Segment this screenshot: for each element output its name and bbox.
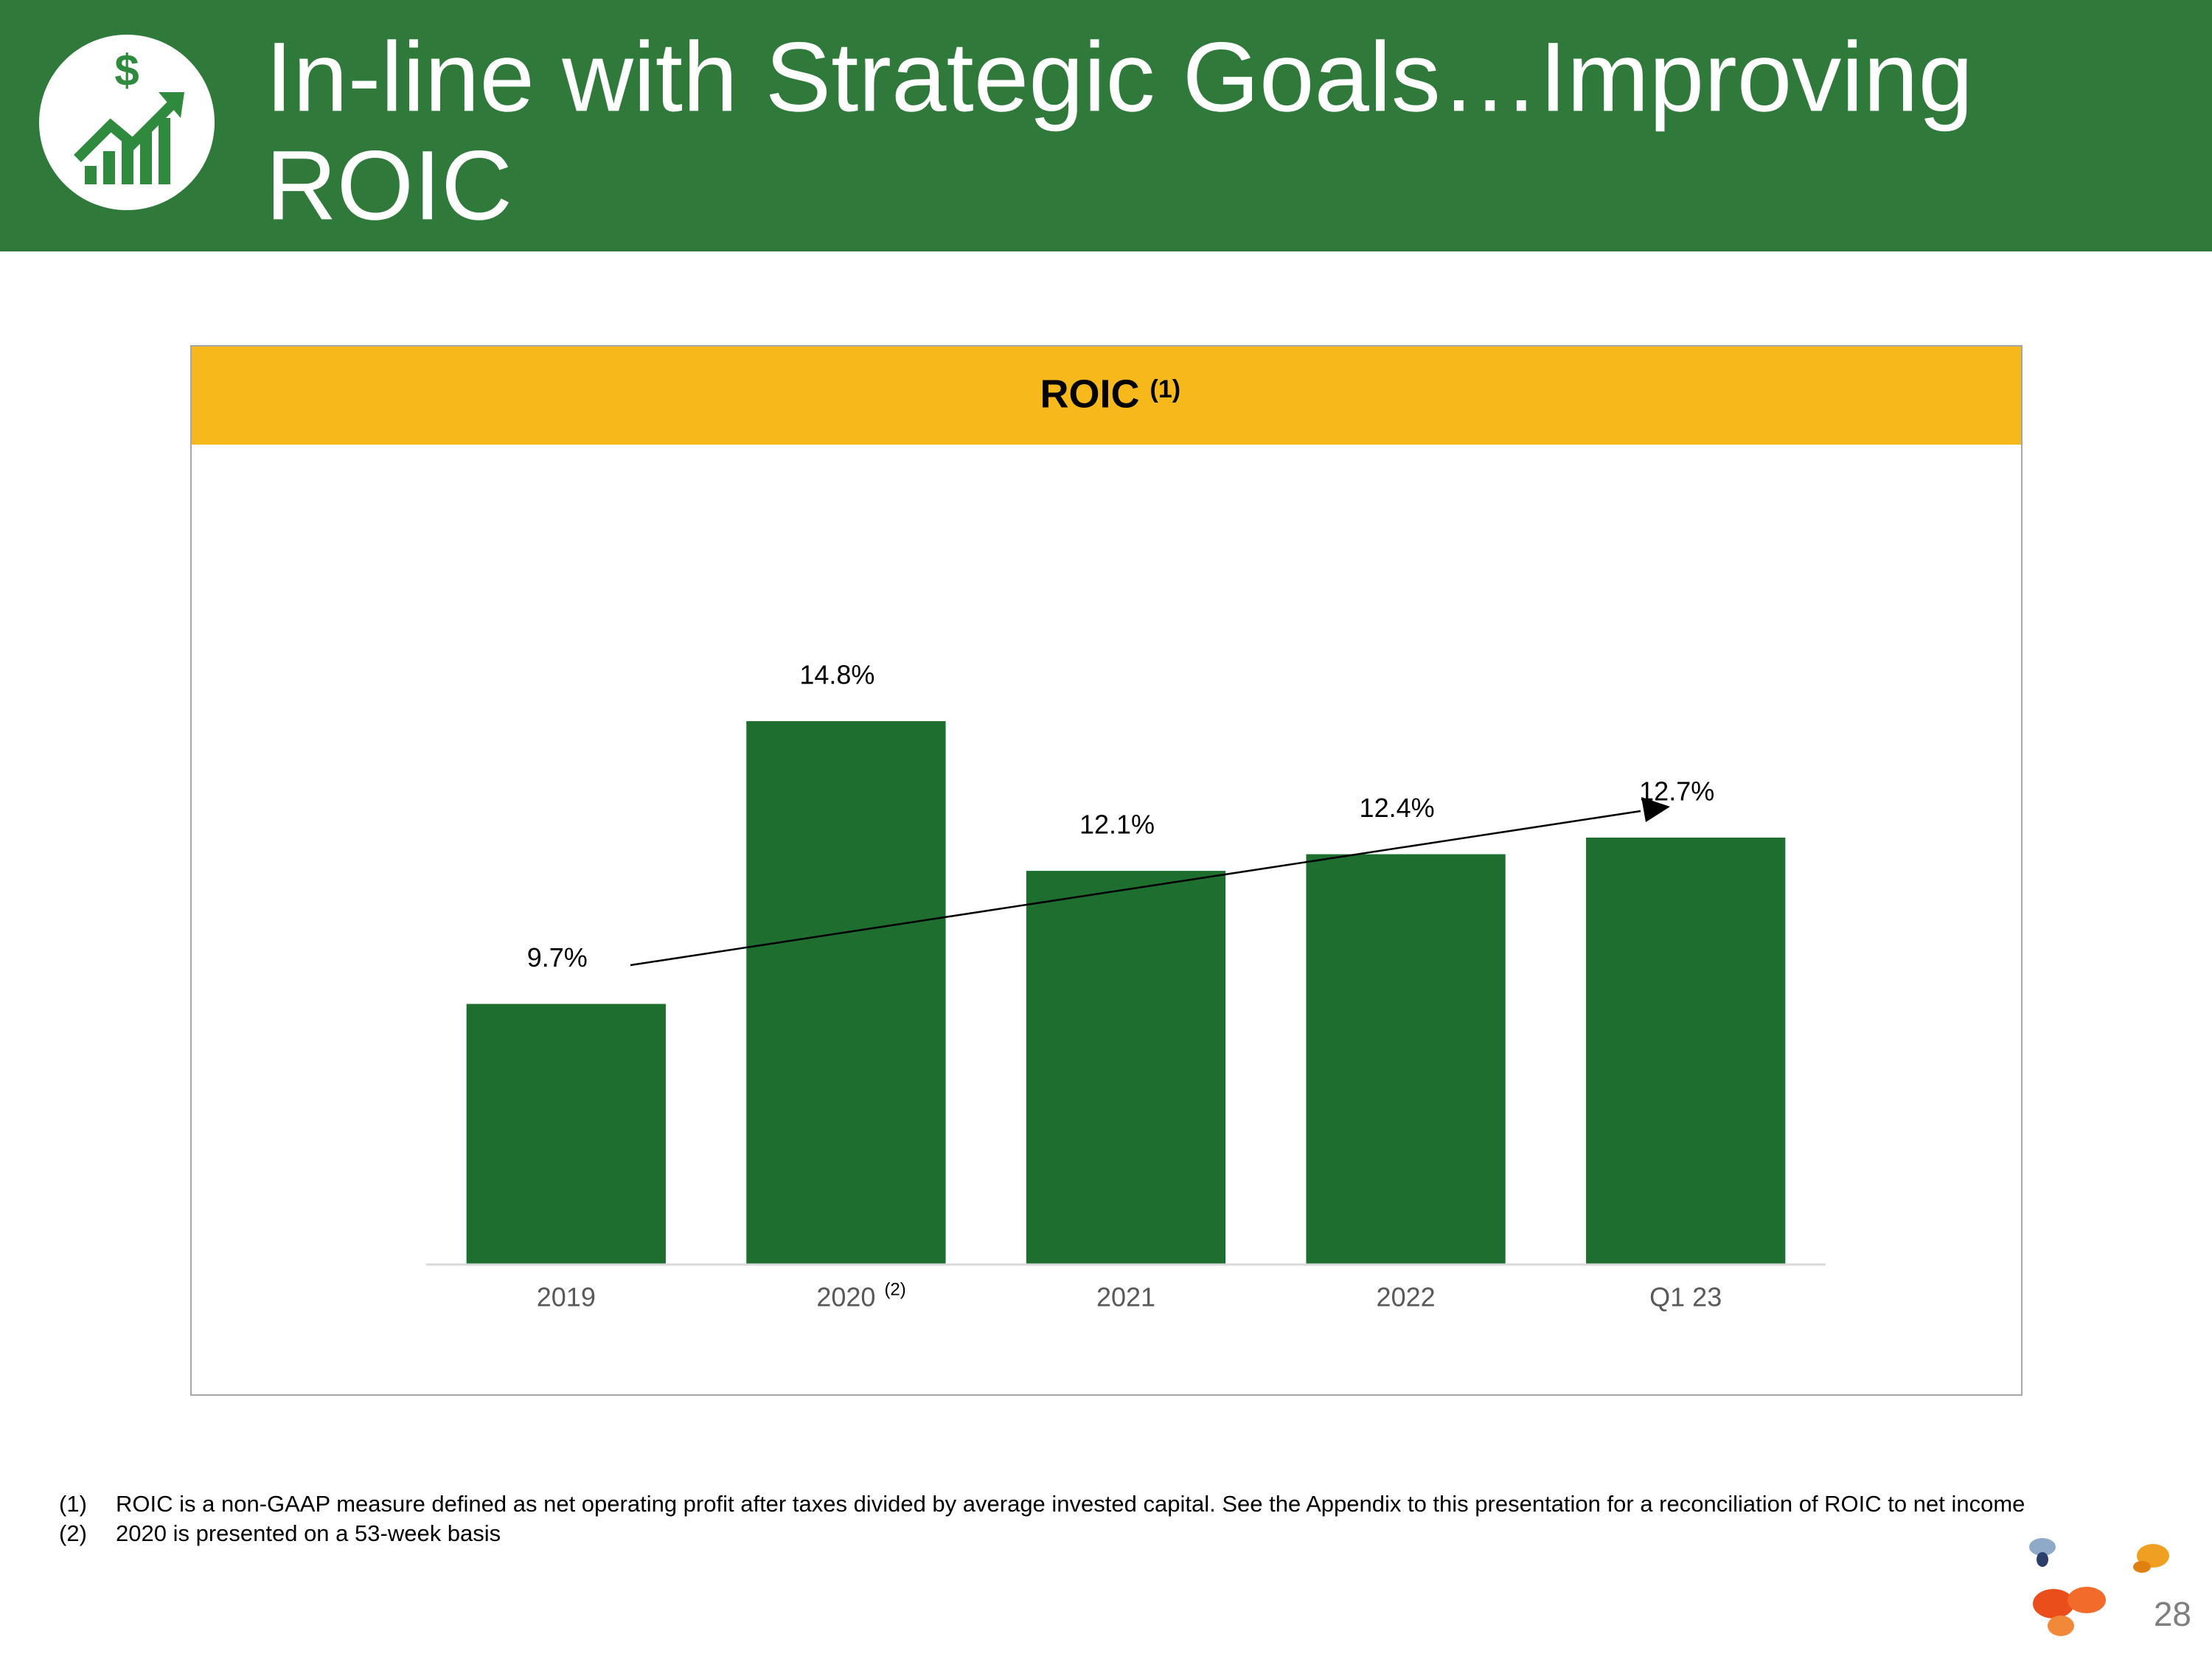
footnote-text: 2020 is presented on a 53-week basis: [116, 1520, 501, 1546]
header-band: [0, 0, 2212, 251]
data-label: 12.4%: [1360, 793, 1435, 823]
data-label: 14.8%: [799, 660, 874, 690]
slide-title: ROIC: [265, 131, 512, 240]
trend-arrowhead: [1641, 797, 1670, 822]
bar: [466, 1004, 666, 1265]
chart-header: [192, 347, 2021, 445]
x-tick-label: 2019: [537, 1282, 596, 1312]
chart-title-note: (1): [1150, 375, 1181, 403]
bar: [1586, 837, 1786, 1265]
x-tick-label: Q1 23: [1649, 1282, 1722, 1312]
page-number: 28: [2154, 1595, 2191, 1633]
bar: [746, 721, 946, 1265]
footnote-marker: (1): [59, 1491, 87, 1517]
footnote-text: ROIC is a non-GAAP measure defined as ne…: [116, 1491, 2025, 1517]
x-tick-note: (2): [884, 1279, 905, 1299]
footnote-marker: (2): [59, 1520, 87, 1546]
data-label: 9.7%: [527, 942, 588, 973]
chart-title: ROIC: [1040, 372, 1140, 416]
svg-text:$: $: [114, 46, 139, 95]
data-label: 12.1%: [1079, 810, 1155, 840]
slide-title: In-line with Strategic Goals…Improving: [265, 22, 1973, 132]
icon: $: [74, 46, 184, 184]
x-tick-label: 2021: [1096, 1282, 1155, 1312]
x-tick-label: 2022: [1377, 1282, 1436, 1312]
bar: [1306, 854, 1506, 1265]
butterflies: [2029, 1538, 2169, 1636]
x-tick-label: 2020: [816, 1282, 875, 1312]
trend-line: [630, 810, 1641, 967]
icon-circle: [39, 35, 215, 210]
bar: [1026, 871, 1226, 1265]
